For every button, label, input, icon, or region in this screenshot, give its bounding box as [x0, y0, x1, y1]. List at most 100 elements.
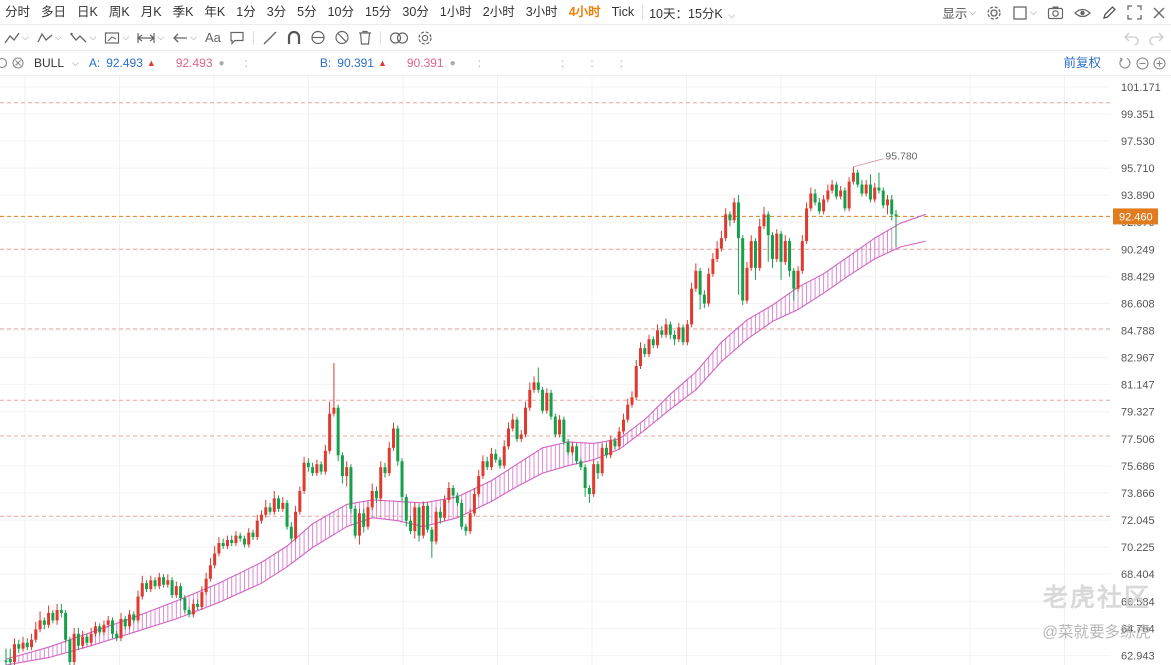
candle-body	[775, 233, 779, 259]
period-tab[interactable]: 分时	[5, 4, 31, 19]
candle-body	[502, 446, 506, 466]
field-separator: :	[244, 56, 248, 70]
undo-icon[interactable]	[1119, 25, 1143, 51]
candle-body	[766, 214, 770, 236]
candle-body	[455, 495, 459, 503]
adjust-mode-button[interactable]: 前复权	[1063, 56, 1101, 70]
gear-icon[interactable]	[981, 0, 1007, 25]
price-chart[interactable]: 95.780 101.171 99.351 97.530 95.710 93.890 92.…	[0, 76, 1171, 665]
display-menu[interactable]: 显示 ⌵	[937, 0, 981, 25]
trash-icon[interactable]	[354, 25, 376, 51]
candle-body	[404, 496, 408, 521]
max-label-leader	[853, 158, 884, 168]
candle-body	[660, 330, 664, 335]
period-tab[interactable]: 3小时	[525, 4, 558, 19]
period-tab[interactable]: Tick	[611, 4, 635, 19]
link-icon[interactable]	[385, 25, 413, 51]
period-tab[interactable]: 季K	[172, 4, 194, 19]
trend-line-tool[interactable]: ⌵	[0, 25, 33, 51]
period-tab[interactable]: 周K	[108, 4, 130, 19]
comment-tool[interactable]	[225, 25, 249, 51]
pen-icon[interactable]	[1096, 0, 1122, 25]
eye-icon[interactable]	[1069, 0, 1096, 25]
candle-body	[643, 348, 647, 355]
candle-body	[762, 214, 766, 227]
reset-icon[interactable]	[1119, 57, 1132, 70]
candle-body	[681, 327, 685, 343]
candle-body	[430, 529, 434, 542]
period-tab[interactable]: 1分	[236, 4, 256, 19]
remove-indicator-icon[interactable]	[12, 57, 24, 69]
period-tab[interactable]: 月K	[140, 4, 162, 19]
candle-body	[38, 620, 42, 630]
period-tab[interactable]: 30分	[402, 4, 429, 19]
candle-body	[328, 413, 332, 451]
period-tab[interactable]: 3分	[266, 4, 287, 19]
symbol-label: BULL	[34, 56, 65, 70]
y-axis-tick-label: 79.327	[1121, 407, 1155, 419]
last-price-tag	[1113, 208, 1158, 225]
last-price-label: 92.460	[1119, 211, 1153, 223]
candle-body	[664, 324, 668, 335]
candle-body	[268, 507, 272, 512]
period-tab[interactable]: 日K	[77, 4, 98, 19]
layout-square-icon[interactable]: ⌵	[1007, 0, 1042, 25]
candle-body	[613, 440, 617, 447]
y-axis-tick-label: 84.788	[1121, 326, 1155, 338]
ruler-tool[interactable]	[258, 25, 282, 51]
range-selector[interactable]: 10天：15分K ⌵	[649, 3, 735, 22]
candle-body	[8, 659, 12, 663]
period-tab[interactable]: 4小时	[568, 4, 601, 19]
polyline-tool[interactable]: ⌵	[33, 25, 66, 51]
candle-body	[570, 446, 574, 453]
candle-body	[489, 453, 493, 468]
candle-body	[583, 467, 587, 489]
ask-label: A:	[88, 56, 101, 70]
redo-icon[interactable]	[1145, 25, 1169, 51]
measure-tool[interactable]: ⌵	[133, 25, 168, 51]
y-axis-tick-label: 70.225	[1121, 542, 1155, 554]
candle-body	[494, 453, 498, 460]
zoom-out-icon[interactable]	[1136, 57, 1149, 70]
candle-body	[59, 609, 63, 613]
arrow-tool[interactable]: ⌵	[168, 25, 201, 51]
period-tab[interactable]: 1小时	[439, 4, 472, 19]
fibonacci-tool[interactable]: ⌵	[100, 25, 133, 51]
period-tab[interactable]: 10分	[327, 4, 355, 19]
candle-body	[515, 419, 519, 439]
period-tab[interactable]: 多日	[41, 4, 67, 19]
candle-body	[72, 633, 76, 663]
chevron-down-icon: ⌵	[54, 32, 62, 42]
zoom-in-icon[interactable]	[1153, 57, 1166, 70]
settings-icon[interactable]	[0, 57, 8, 69]
camera-icon[interactable]	[1042, 0, 1069, 25]
magnet-icon[interactable]	[282, 25, 306, 51]
drawing-settings-icon[interactable]	[413, 25, 437, 51]
candle-body	[587, 488, 591, 494]
period-tab[interactable]: 2小时	[482, 4, 515, 19]
candle-body	[753, 241, 757, 268]
candle-body	[685, 324, 689, 343]
period-tab[interactable]: 年K	[204, 4, 226, 19]
hide-drawings-icon[interactable]	[330, 25, 354, 51]
lock-drawings-icon[interactable]	[306, 25, 330, 51]
text-tool[interactable]: Aa	[201, 25, 225, 51]
candle-body	[4, 660, 8, 663]
candle-body	[609, 440, 613, 456]
candle-body	[839, 190, 843, 197]
candle-body	[260, 514, 264, 521]
candle-body	[477, 476, 481, 494]
period-tab[interactable]: 5分	[297, 4, 317, 19]
y-axis-tick-label: 73.866	[1121, 488, 1155, 500]
chevron-down-icon[interactable]: ⌵	[72, 57, 79, 68]
candle-body	[21, 642, 25, 649]
close-icon[interactable]	[1147, 0, 1171, 25]
candle-body	[289, 526, 293, 539]
fullscreen-icon[interactable]	[1122, 0, 1147, 25]
display-menu-label: 显示	[942, 7, 968, 21]
period-tab[interactable]: 15分	[365, 4, 392, 19]
wave-tool[interactable]: ⌵	[66, 25, 101, 51]
candle-body	[817, 202, 821, 212]
candle-body	[238, 535, 242, 539]
